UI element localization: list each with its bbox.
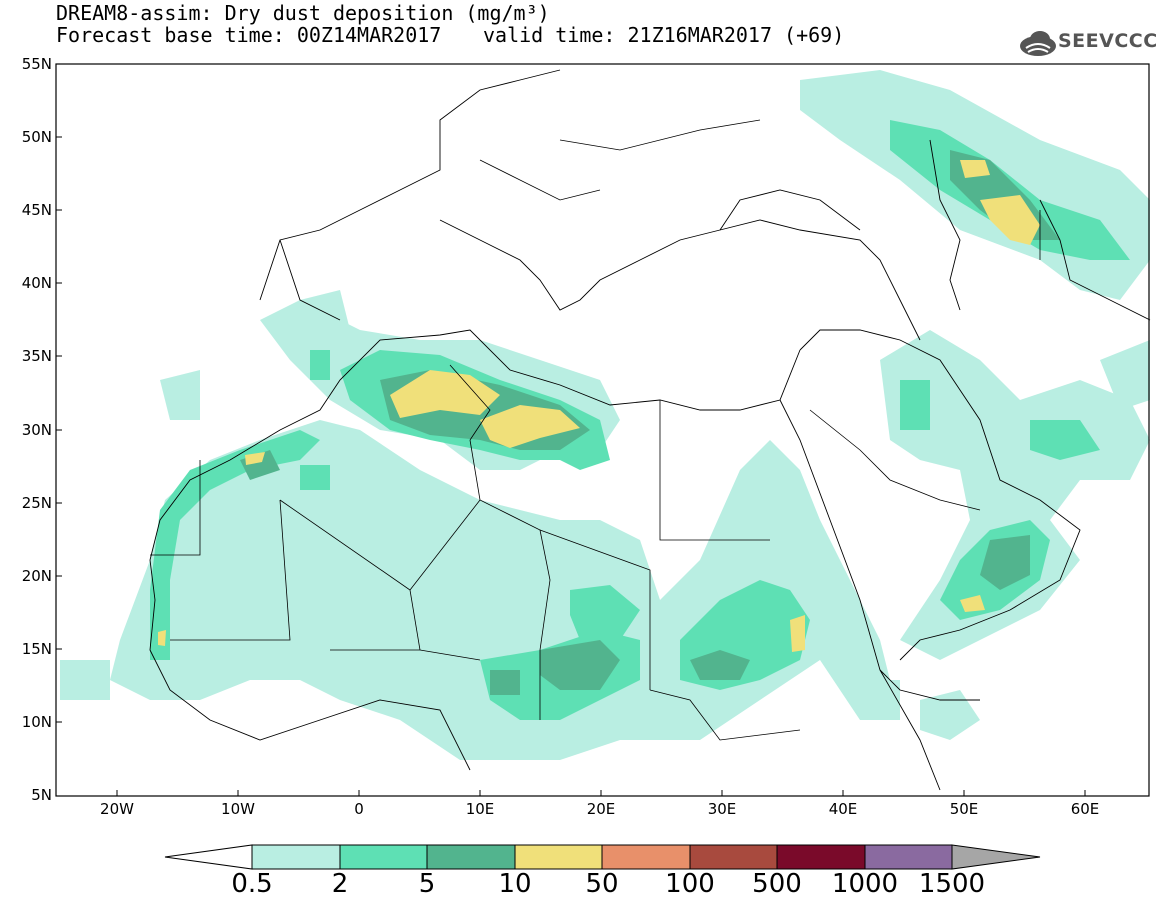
lat-label: 55N <box>21 55 52 73</box>
lat-label: 35N <box>21 347 52 365</box>
colorbar-bin-8 <box>864 844 953 870</box>
colorbar-label: 0.5 <box>231 869 273 899</box>
lat-label: 30N <box>21 421 52 439</box>
colorbar <box>164 844 1041 870</box>
colorbar-bin-5 <box>601 844 691 870</box>
colorbar-label: 50 <box>585 869 619 899</box>
seevccc-logo <box>1020 31 1056 56</box>
lat-label: 20N <box>21 567 52 585</box>
lon-label: 10W <box>221 800 255 818</box>
coastlines <box>149 69 1151 791</box>
country-borders <box>150 119 1041 741</box>
colorbar-label: 100 <box>665 869 715 899</box>
colorbar-bin-3 <box>426 844 516 870</box>
colorbar-label: 500 <box>752 869 802 899</box>
colorbar-bin-6 <box>689 844 778 870</box>
colorbar-label: 2 <box>331 869 349 899</box>
colorbar-label: 1000 <box>831 869 899 899</box>
lon-label: 60E <box>1070 800 1100 818</box>
colorbar-bin-2 <box>339 844 428 870</box>
lat-label: 45N <box>21 201 52 219</box>
valid-time: valid time: 21Z16MAR2017 (+69) <box>483 23 845 47</box>
lon-label: 10E <box>465 800 495 818</box>
lon-label: 20W <box>100 800 134 818</box>
lon-label: 0 <box>354 800 364 818</box>
lon-label: 40E <box>828 800 858 818</box>
logo-text: SEEVCCC <box>1058 30 1158 52</box>
lat-label: 50N <box>21 128 52 146</box>
lon-label: 20E <box>586 800 616 818</box>
lat-label: 5N <box>31 786 52 804</box>
colorbar-label: 10 <box>498 869 532 899</box>
map-title: DREAM8-assim: Dry dust deposition (mg/m³… <box>56 1 550 25</box>
colorbar-bin-1 <box>251 844 341 870</box>
colorbar-label: 5 <box>418 869 436 899</box>
lat-label: 25N <box>21 494 52 512</box>
lon-label: 30E <box>707 800 737 818</box>
colorbar-bin-4 <box>514 844 603 870</box>
colorbar-over <box>951 844 1041 870</box>
lat-label: 15N <box>21 640 52 658</box>
cloud-icon <box>1020 31 1056 56</box>
dust-field <box>60 70 1150 760</box>
lon-label: 50E <box>949 800 979 818</box>
lat-label: 10N <box>21 713 52 731</box>
colorbar-label: 1500 <box>918 869 986 899</box>
colorbar-under <box>164 844 253 870</box>
axis-ticks <box>56 63 1086 796</box>
dust-band-10-50 <box>158 160 1040 652</box>
forecast-base-time: Forecast base time: 00Z14MAR2017 <box>56 23 442 47</box>
lat-label: 40N <box>21 274 52 292</box>
colorbar-bin-7 <box>776 844 866 870</box>
